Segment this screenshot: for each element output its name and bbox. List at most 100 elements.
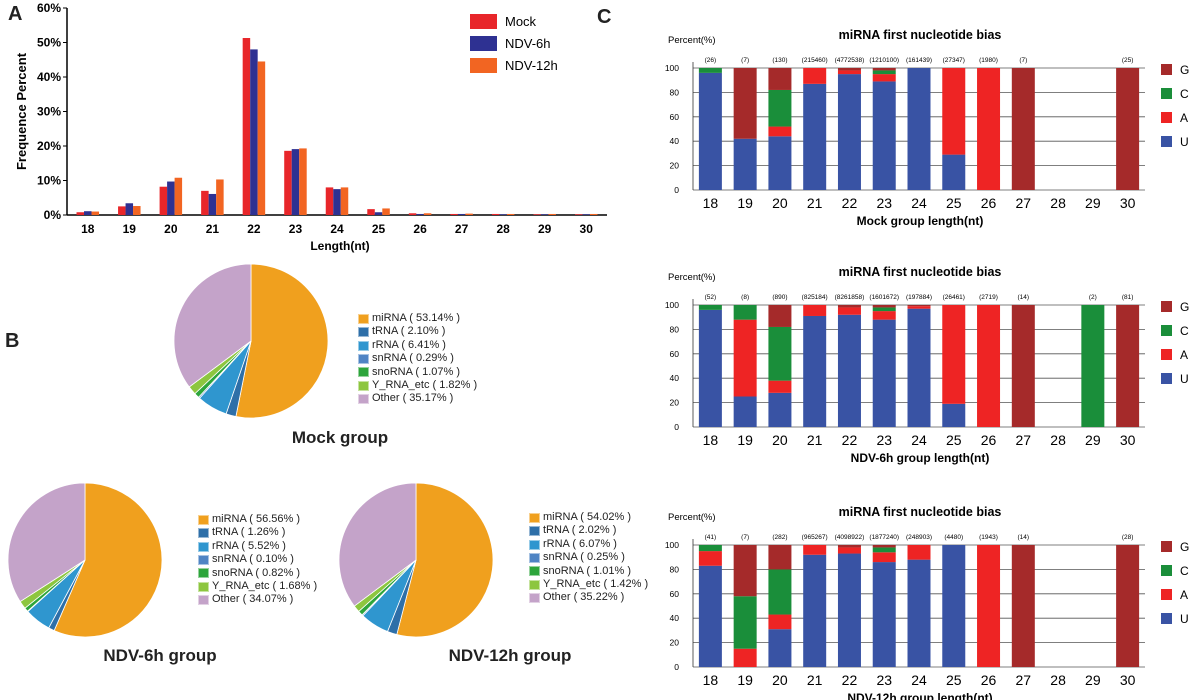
x-tick-label: 28 [1050, 672, 1066, 688]
bar-segment-u-22 [837, 314, 861, 427]
legend-item-y_rna_etc: Y_RNA_etc ( 1.68% ) [198, 580, 317, 593]
legend-label-u: U [1180, 135, 1189, 149]
bar-segment-c-23 [872, 307, 896, 312]
x-tick-label: 28 [496, 222, 510, 236]
legend-label: Other ( 35.22% ) [543, 591, 625, 604]
legend-label-c: C [1180, 324, 1189, 338]
y-tick-label: 80 [670, 564, 680, 574]
bar-segment-a-23 [872, 311, 896, 320]
bar-segment-u-25 [942, 403, 966, 427]
legend-item-snrna: snRNA ( 0.10% ) [198, 553, 317, 566]
bar-segment-a-22 [837, 547, 861, 554]
x-tick-label: 18 [703, 432, 719, 448]
legend-swatch [198, 581, 209, 592]
legend-swatch [358, 340, 369, 351]
bar-segment-a-22 [837, 70, 861, 75]
y-tick-label: 0% [44, 208, 62, 222]
bar-ndv-6h-24 [333, 189, 341, 215]
x-tick-label: 27 [1016, 672, 1032, 688]
bar-segment-u-25 [942, 545, 966, 667]
count-label: (7) [741, 57, 749, 64]
legend-item-mirna: miRNA ( 54.02% ) [529, 511, 648, 524]
bar-segment-g-23 [872, 68, 896, 71]
count-label: (1601672) [869, 294, 899, 301]
bar-segment-g-30 [1116, 68, 1140, 190]
legend-label: miRNA ( 56.56% ) [212, 513, 301, 525]
bar-ndv-6h-25 [374, 212, 383, 215]
bar-segment-g-22 [837, 305, 861, 308]
bar-segment-a-25 [942, 68, 966, 155]
x-tick-label: 23 [876, 195, 892, 211]
bar-mock-24 [325, 187, 334, 215]
x-tick-label: 23 [876, 672, 892, 688]
legend-label: tRNA ( 2.10% ) [372, 325, 446, 338]
legend-item-rrna: rRNA ( 6.41% ) [358, 339, 477, 352]
x-tick-label: 19 [737, 195, 753, 211]
bar-segment-c-20 [768, 89, 792, 127]
x-tick-label: 26 [413, 222, 427, 236]
bar-mock-23 [284, 150, 292, 215]
bar-ndv-12h-27 [465, 213, 473, 215]
bar-segment-u-23 [872, 319, 896, 427]
bar-ndv-6h-21 [208, 193, 217, 215]
legend-swatch-a [1161, 589, 1172, 600]
chart-title: miRNA first nucleotide bias [839, 505, 1002, 519]
legend-label: rRNA ( 5.52% ) [212, 539, 286, 552]
count-label: (248903) [906, 534, 932, 541]
y-tick-label: 60% [37, 1, 61, 15]
count-label: (26461) [943, 294, 965, 301]
legend-swatch-ndv-12h [470, 58, 497, 73]
bar-segment-u-24 [907, 308, 931, 427]
bar-segment-g-20 [768, 68, 792, 90]
x-tick-label: 22 [842, 195, 858, 211]
count-label: (14) [1018, 534, 1030, 541]
legend-label-ndv-12h: NDV-12h [505, 58, 558, 73]
bar-mock-27 [450, 213, 458, 215]
legend-swatch-u [1161, 373, 1172, 384]
legend-item-snrna: snRNA ( 0.25% ) [529, 551, 648, 564]
bar-segment-c-18 [698, 68, 722, 73]
count-label: (282) [772, 534, 787, 541]
count-label: (1980) [979, 57, 998, 64]
legend-swatch [198, 568, 209, 579]
bar-ndv-12h-30 [589, 213, 598, 215]
count-label: (27347) [943, 57, 965, 64]
x-tick-label: 25 [946, 195, 962, 211]
bar-segment-c-29 [1081, 305, 1105, 427]
bar-mock-19 [118, 206, 126, 215]
bar-mock-26 [408, 213, 417, 215]
chart-title: miRNA first nucleotide bias [839, 28, 1002, 42]
x-tick-label: 24 [330, 222, 344, 236]
bar-segment-u-22 [837, 553, 861, 667]
pie-slice-mirna [235, 263, 329, 419]
bar-segment-g-19 [733, 68, 757, 139]
x-tick-label: 21 [206, 222, 220, 236]
bar-segment-c-23 [872, 547, 896, 553]
x-tick-label: 25 [946, 432, 962, 448]
x-tick-label: 26 [981, 195, 997, 211]
bar-ndv-6h-19 [125, 203, 134, 215]
legend-swatch-c [1161, 565, 1172, 576]
legend-item-trna: tRNA ( 2.02% ) [529, 524, 648, 537]
legend-item-rrna: rRNA ( 6.07% ) [529, 538, 648, 551]
bar-segment-g-22 [837, 68, 861, 71]
legend-label-u: U [1180, 612, 1189, 626]
legend-label: Other ( 35.17% ) [372, 392, 454, 405]
bar-segment-u-20 [768, 392, 792, 427]
bar-segment-a-25 [942, 305, 966, 404]
legend-label: miRNA ( 53.14% ) [372, 312, 461, 324]
x-axis-label: Mock group length(nt) [857, 214, 984, 228]
legend-item-trna: tRNA ( 2.10% ) [358, 325, 477, 338]
legend-swatch-ndv-6h [470, 36, 497, 51]
x-tick-label: 29 [1085, 672, 1101, 688]
bar-segment-a-21 [803, 305, 827, 316]
y-axis-label: Percent(%) [668, 512, 716, 523]
legend-label: snRNA ( 0.29% ) [372, 352, 454, 365]
bar-segment-u-24 [907, 68, 931, 190]
pie-slice-other [338, 482, 417, 607]
y-tick-label: 20 [670, 161, 680, 171]
bar-segment-u-21 [803, 83, 827, 190]
y-axis-label: Frequence Percent [14, 52, 29, 170]
x-tick-label: 26 [981, 432, 997, 448]
bar-ndv-6h-18 [84, 211, 92, 215]
